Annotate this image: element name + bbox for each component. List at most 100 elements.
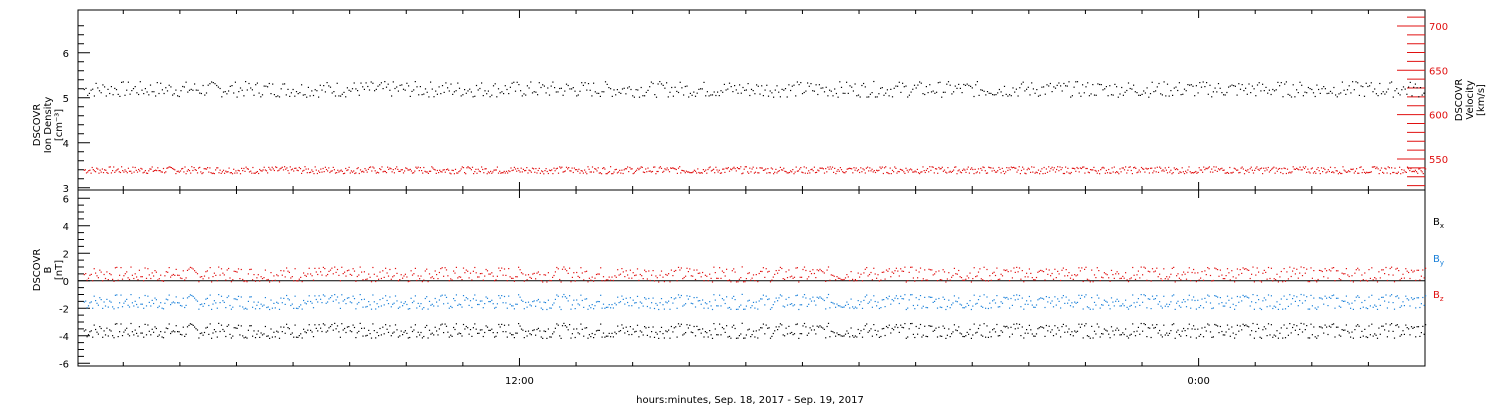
velocity-point bbox=[1054, 171, 1057, 173]
by-point bbox=[997, 306, 999, 308]
bx-point bbox=[767, 327, 769, 329]
bz-point bbox=[721, 270, 723, 272]
by-point bbox=[659, 302, 661, 304]
velocity-point bbox=[1101, 167, 1103, 169]
by-point bbox=[527, 301, 530, 303]
density-point bbox=[1054, 87, 1057, 89]
bx-point bbox=[959, 332, 961, 334]
bx-point bbox=[1050, 331, 1052, 333]
velocity-point bbox=[839, 167, 841, 169]
by-point bbox=[157, 306, 159, 309]
bz-point bbox=[95, 272, 97, 274]
bz-point bbox=[1392, 274, 1394, 276]
bx-point bbox=[1273, 334, 1275, 336]
bx-point bbox=[104, 334, 107, 336]
bz-point bbox=[213, 272, 215, 274]
density-point bbox=[582, 84, 584, 86]
bz-point bbox=[912, 277, 914, 279]
by-point bbox=[222, 300, 224, 302]
bz-point bbox=[567, 272, 569, 274]
bz-point bbox=[956, 273, 958, 275]
velocity-point bbox=[1274, 172, 1276, 174]
by-point bbox=[460, 304, 462, 306]
density-point bbox=[727, 88, 729, 90]
bx-point bbox=[232, 335, 234, 337]
density-point bbox=[1423, 92, 1425, 94]
by-point bbox=[148, 301, 150, 303]
velocity-point bbox=[942, 170, 944, 172]
density-point bbox=[1200, 86, 1203, 88]
velocity-point bbox=[1155, 171, 1157, 173]
top-left-tick-label: 6 bbox=[63, 49, 69, 60]
velocity-point bbox=[1363, 171, 1366, 173]
density-point bbox=[1070, 96, 1072, 98]
by-point bbox=[1051, 300, 1053, 302]
bz-point bbox=[317, 273, 319, 276]
velocity-point bbox=[122, 170, 124, 172]
bz-point bbox=[283, 270, 285, 272]
by-point bbox=[1045, 296, 1047, 298]
by-point bbox=[1047, 301, 1049, 303]
by-point bbox=[413, 300, 415, 302]
by-point bbox=[702, 299, 704, 301]
velocity-point bbox=[1302, 166, 1304, 168]
bz-point bbox=[1276, 273, 1278, 275]
by-point bbox=[781, 295, 783, 297]
by-point bbox=[301, 308, 303, 310]
velocity-point bbox=[117, 168, 119, 170]
by-point bbox=[195, 299, 197, 301]
velocity-point bbox=[1265, 167, 1267, 169]
velocity-point bbox=[330, 170, 332, 172]
bz-point bbox=[777, 272, 779, 274]
bz-point bbox=[1137, 270, 1139, 272]
bx-point bbox=[128, 335, 131, 337]
density-point bbox=[618, 91, 620, 93]
bx-point bbox=[887, 327, 889, 329]
bz-point bbox=[646, 278, 648, 280]
bx-point bbox=[689, 324, 691, 326]
by-point bbox=[1355, 296, 1357, 298]
bz-point bbox=[202, 278, 204, 280]
by-point bbox=[393, 302, 395, 304]
by-point bbox=[1299, 300, 1301, 302]
bz-point bbox=[1164, 278, 1166, 280]
velocity-point bbox=[541, 170, 543, 172]
bz-point bbox=[216, 280, 218, 282]
bz-point bbox=[1423, 277, 1425, 279]
density-point bbox=[1260, 90, 1262, 92]
by-point bbox=[443, 303, 445, 305]
velocity-point bbox=[674, 168, 676, 170]
density-point bbox=[1003, 85, 1006, 87]
velocity-point bbox=[255, 171, 257, 173]
bz-point bbox=[890, 276, 892, 278]
velocity-point bbox=[905, 167, 907, 169]
by-point bbox=[407, 308, 409, 310]
by-point bbox=[641, 302, 643, 304]
by-point bbox=[172, 301, 174, 303]
velocity-point bbox=[719, 172, 721, 174]
by-point bbox=[209, 294, 211, 296]
bx-point bbox=[713, 323, 715, 325]
density-point bbox=[256, 82, 258, 84]
by-point bbox=[972, 305, 974, 307]
by-point bbox=[97, 304, 99, 306]
bx-point bbox=[1142, 330, 1144, 332]
bx-point bbox=[1171, 324, 1173, 326]
velocity-point bbox=[486, 173, 488, 175]
density-point bbox=[594, 91, 596, 93]
velocity-point bbox=[202, 172, 204, 174]
velocity-point bbox=[424, 170, 426, 172]
bx-point bbox=[571, 333, 573, 335]
velocity-point bbox=[324, 166, 326, 168]
bottom-left-tick-label: 6 bbox=[63, 194, 69, 205]
bx-point bbox=[318, 324, 320, 326]
velocity-point bbox=[1229, 166, 1231, 169]
bx-point bbox=[246, 337, 248, 339]
velocity-point bbox=[104, 169, 106, 171]
velocity-point bbox=[690, 172, 692, 174]
velocity-point bbox=[273, 169, 275, 172]
bx-point bbox=[1045, 324, 1047, 327]
by-point bbox=[1382, 296, 1384, 298]
velocity-point bbox=[195, 169, 197, 171]
velocity-point bbox=[344, 172, 346, 174]
